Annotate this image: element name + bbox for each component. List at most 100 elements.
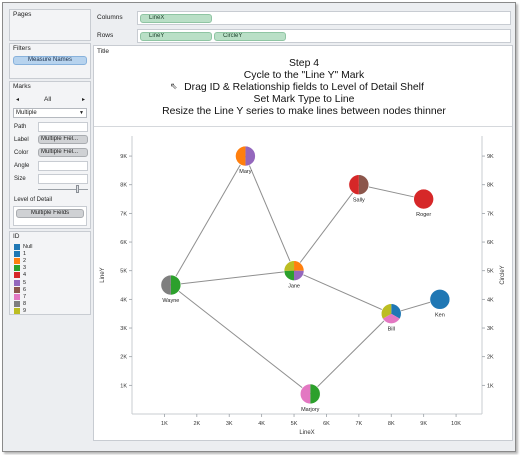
filters-panel[interactable]: Filters Measure Names [9, 43, 91, 79]
legend-label: 6 [23, 286, 27, 293]
color-shelf-label[interactable]: Color [14, 150, 29, 156]
legend-swatch [14, 279, 20, 286]
legend-label: 7 [23, 293, 27, 300]
y-tick-label-right: 9K [487, 154, 494, 160]
y-tick-label-left: 5K [120, 269, 127, 275]
legend-label: Null [23, 244, 33, 250]
angle-shelf-label: Angle [14, 163, 30, 169]
node-slice [348, 174, 359, 195]
node-label: Wayne [162, 298, 179, 304]
edge-line [170, 155, 246, 286]
rows-shelf[interactable]: LineY CircleY [137, 29, 511, 43]
legend-label: 4 [23, 272, 27, 279]
size-slider-track[interactable] [38, 189, 88, 190]
node-slice [284, 270, 295, 281]
edge-line [293, 184, 360, 272]
y-tick-label-left: 9K [120, 154, 127, 160]
node-slice [284, 260, 295, 271]
legend-swatch [14, 307, 20, 314]
chevron-down-icon: ▼ [79, 110, 84, 116]
node-jane[interactable]: Jane [283, 260, 305, 290]
instruction-line-1: Cycle to the "Line Y" Mark [243, 70, 365, 81]
rows-pill-circley[interactable]: CircleY [214, 32, 286, 41]
y-tick-label-right: 5K [487, 269, 494, 275]
x-axis-title: LineX [299, 430, 314, 436]
node-slice [294, 260, 305, 271]
legend-swatch [14, 286, 20, 293]
x-tick-label: 5K [291, 421, 298, 427]
path-shelf[interactable] [38, 122, 88, 132]
mark-type-dropdown[interactable]: Multiple ▼ [13, 108, 87, 118]
y-tick-label-left: 1K [120, 383, 127, 389]
y-axis-title-left: LineY [100, 267, 106, 282]
node-label: Ken [435, 312, 445, 318]
node-slice [413, 189, 434, 210]
edge-line [358, 184, 424, 200]
instruction-line-3: Set Mark Type to Line [253, 94, 355, 105]
node-wayne[interactable]: Wayne [160, 274, 182, 304]
columns-shelf-label: Columns [97, 14, 123, 21]
x-tick-label: 1K [161, 421, 168, 427]
lod-pill[interactable]: Multiple Fields [16, 209, 84, 218]
edge-line [170, 270, 295, 286]
x-tick-label: 8K [388, 421, 395, 427]
filter-pill-measure-names[interactable]: Measure Names [13, 56, 87, 65]
marks-next-arrow[interactable]: ▸ [81, 97, 85, 103]
filters-panel-title: Filters [13, 45, 31, 52]
columns-shelf[interactable]: LineX [137, 11, 511, 25]
tableau-window: Pages Filters Measure Names Marks ◂ All … [2, 2, 516, 452]
title-divider [94, 126, 512, 127]
marks-panel-title: Marks [13, 83, 31, 90]
node-slice [310, 383, 321, 404]
y-tick-label-right: 7K [487, 211, 494, 217]
pages-panel-title: Pages [13, 11, 32, 18]
node-label: Marjory [301, 407, 320, 413]
node-marjory[interactable]: Marjory [299, 383, 321, 413]
size-slider-handle[interactable] [76, 185, 79, 193]
marks-prev-arrow[interactable]: ◂ [16, 97, 20, 103]
instruction-step: Step 4 [288, 58, 320, 69]
y-tick-label-right: 4K [487, 297, 494, 303]
legend-label: 3 [23, 265, 27, 272]
node-outline [299, 383, 321, 405]
columns-pill-linex[interactable]: LineX [140, 14, 212, 23]
legend-swatch [14, 244, 20, 250]
node-label: Bill [388, 327, 395, 333]
node-outline [380, 303, 402, 324]
node-slice [245, 146, 256, 167]
legend-label: 8 [23, 300, 27, 307]
edge-line [244, 155, 295, 271]
y-tick-label-right: 8K [487, 183, 494, 189]
node-slice [429, 289, 450, 310]
legend-swatch [14, 272, 20, 279]
node-sally[interactable]: Sally [348, 174, 370, 204]
label-shelf-label[interactable]: Label [14, 137, 29, 143]
y-tick-label-right: 1K [487, 383, 494, 389]
node-slice [300, 383, 311, 404]
legend-swatch [14, 300, 20, 307]
node-mary[interactable]: Mary [235, 145, 256, 175]
size-shelf[interactable] [38, 174, 88, 184]
legend-label: 5 [23, 279, 27, 286]
label-shelf-pill[interactable]: Multiple Fiel... [38, 135, 88, 144]
y-tick-label-left: 3K [120, 326, 127, 332]
angle-shelf[interactable] [38, 161, 88, 171]
node-ken[interactable]: Ken [429, 289, 451, 318]
y-tick-label-left: 2K [120, 355, 127, 361]
node-slice [294, 270, 305, 281]
marks-panel: Marks ◂ All ▸ Multiple ▼ Path Label Mult… [9, 81, 91, 229]
marks-selector-label: All [44, 96, 52, 103]
y-tick-label-left: 7K [120, 211, 127, 217]
pages-panel[interactable]: Pages [9, 9, 91, 41]
color-shelf-pill[interactable]: Multiple Fiel... [38, 148, 88, 157]
node-outline [283, 260, 305, 282]
node-outline [235, 145, 256, 167]
node-bill[interactable]: Bill [380, 303, 402, 333]
node-outline [348, 174, 370, 196]
y-tick-label-left: 4K [120, 297, 127, 303]
node-outline [413, 188, 434, 210]
rows-pill-liney[interactable]: LineY [140, 32, 212, 41]
network-chart[interactable]: 1K 1K 2K 2K 3K 3K 4K 4K 5K 5K 6K 6K 7K 7K 8K 8K 9K 9K 1K 2K… [94, 128, 512, 440]
legend-title: ID [13, 233, 20, 240]
node-roger[interactable]: Roger [413, 188, 434, 218]
